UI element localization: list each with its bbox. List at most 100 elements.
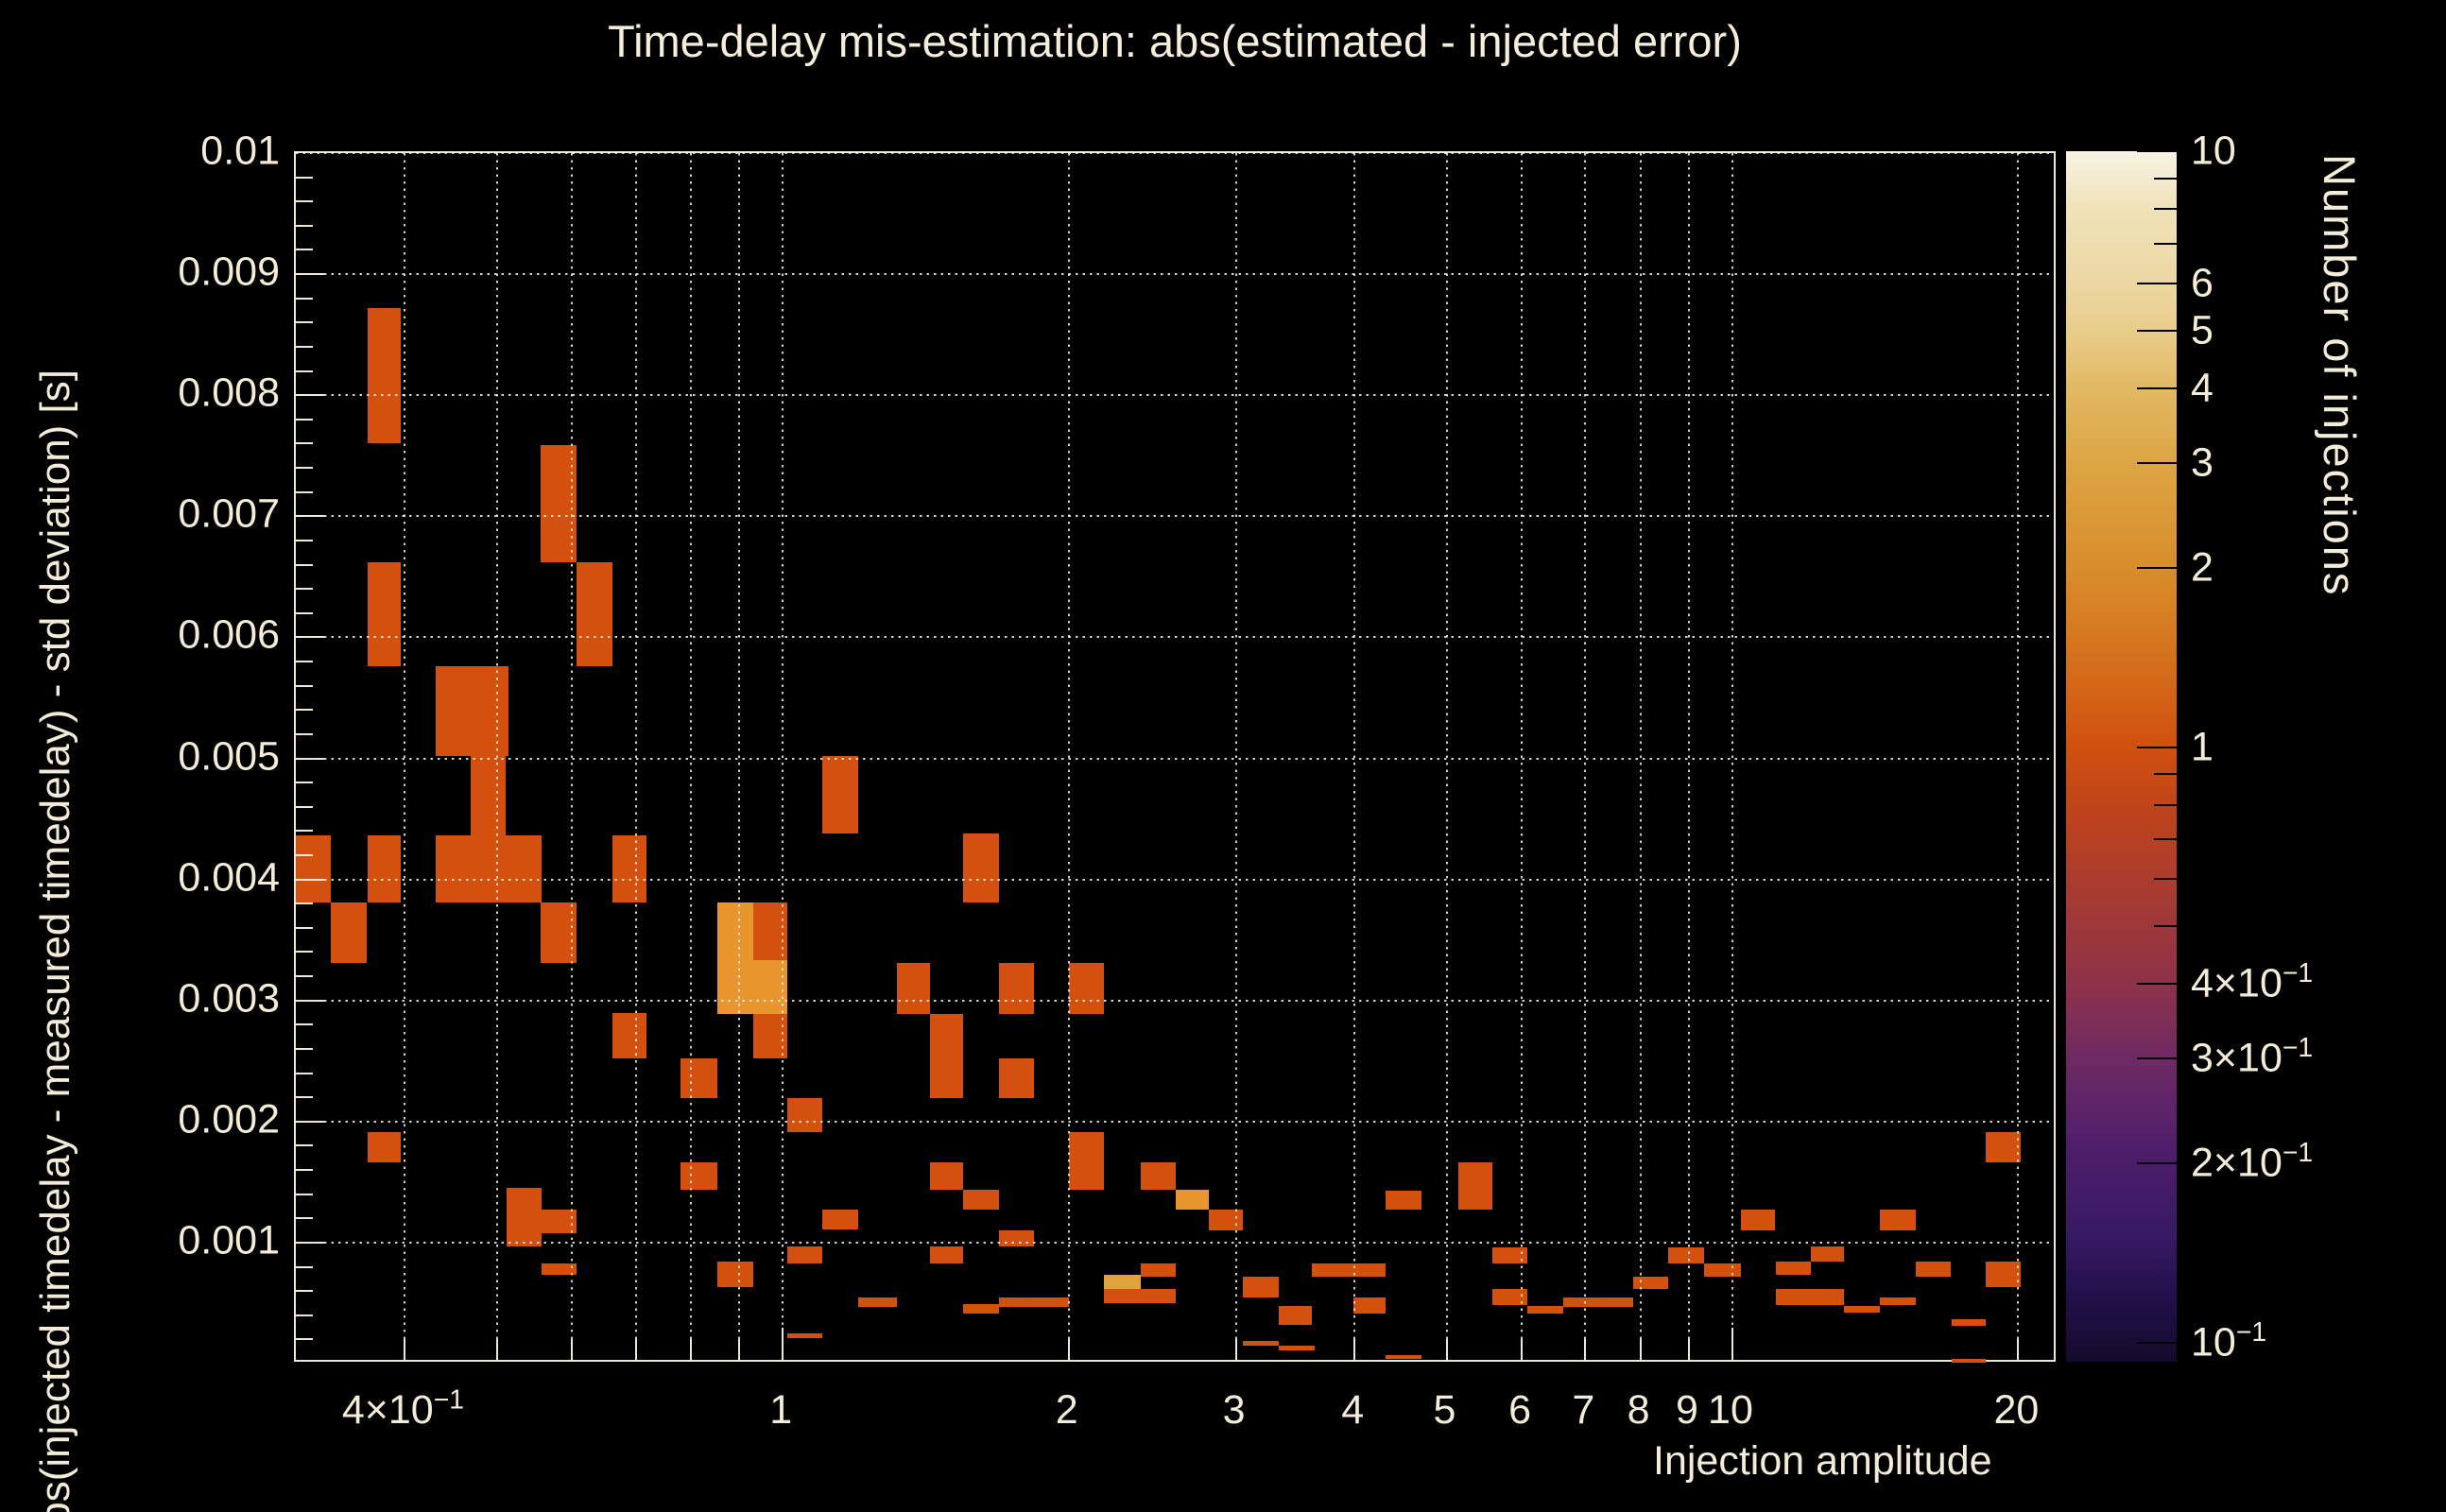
x-tick-label: 4×10−1	[341, 1384, 465, 1433]
heatmap-cell	[716, 902, 754, 1014]
heatmap-cell	[1140, 1162, 1176, 1190]
y-tick	[296, 830, 313, 833]
heatmap-cell	[612, 1012, 647, 1059]
heatmap-cell	[367, 307, 402, 444]
heatmap-cell	[930, 1246, 964, 1263]
y-tick	[296, 1241, 324, 1244]
heatmap-cell	[1704, 1263, 1741, 1277]
heatmap-cell	[1916, 1262, 1952, 1277]
y-tick	[296, 1072, 313, 1074]
y-tick	[296, 782, 313, 784]
y-gridline	[296, 878, 2054, 881]
x-tick-label: 6	[1508, 1387, 1532, 1433]
heatmap-cell	[1140, 1263, 1176, 1277]
x-tick	[782, 1328, 784, 1360]
y-gridline	[296, 999, 2054, 1002]
y-tick	[296, 684, 313, 687]
heatmap-cell	[470, 755, 507, 836]
colorbar-tick-label: 3×10−1	[2191, 1033, 2314, 1081]
heatmap-cell	[999, 1230, 1035, 1246]
exponent: −1	[2235, 1317, 2267, 1349]
heatmap-cell	[367, 1132, 402, 1163]
heatmap-cell	[930, 1013, 964, 1099]
heatmap-cell	[330, 902, 368, 963]
colorbar-tick	[2137, 329, 2177, 332]
y-gridline	[296, 273, 2054, 276]
y-tick	[296, 467, 313, 470]
x-tick	[1067, 1339, 1070, 1360]
chart-title: Time-delay mis-estimation: abs(estimated…	[608, 16, 1742, 66]
colorbar-tick	[2154, 803, 2177, 806]
y-tick-label: 0.01	[200, 128, 280, 174]
colorbar-tick	[2137, 387, 2177, 389]
heatmap-cell	[1385, 1355, 1422, 1359]
y-tick	[296, 975, 313, 978]
heatmap-cell	[963, 833, 1000, 902]
y-gridline	[296, 1120, 2054, 1123]
y-tick-label: 0.004	[178, 854, 280, 901]
y-tick	[296, 273, 324, 276]
y-tick	[296, 297, 313, 300]
y-tick	[296, 224, 313, 227]
heatmap-cell	[999, 1058, 1035, 1099]
heatmap-cell	[541, 444, 577, 562]
colorbar-tick-label: 10−1	[2191, 1317, 2267, 1366]
colorbar-tick-label: 2	[2191, 544, 2213, 591]
heatmap-cell	[1242, 1276, 1280, 1297]
exponent: −1	[2282, 1138, 2314, 1169]
x-tick	[1521, 1339, 1524, 1360]
heatmap-cell	[1775, 1288, 1844, 1306]
x-tick-label: 7	[1572, 1387, 1595, 1433]
heatmap-cell	[1104, 1275, 1141, 1289]
heatmap-cell	[1385, 1190, 1422, 1211]
y-tick	[296, 515, 324, 518]
y-tick	[296, 1290, 313, 1293]
colorbar-tick-label: 3	[2191, 439, 2213, 486]
x-tick-label: 2	[1055, 1387, 1078, 1433]
x-tick	[1445, 1339, 1448, 1360]
x-tick	[2017, 1339, 2020, 1360]
heatmap-cell	[1668, 1247, 1705, 1263]
y-tick	[296, 1047, 313, 1050]
y-gridline	[296, 515, 2054, 518]
y-tick	[296, 563, 313, 566]
x-gridline	[1445, 153, 1448, 1360]
x-tick	[738, 1339, 741, 1360]
heatmap-cell	[1492, 1247, 1527, 1263]
x-tick	[634, 1339, 637, 1360]
x-gridline	[1234, 153, 1237, 1360]
heatmap-cell	[1880, 1297, 1916, 1306]
x-tick	[1639, 1339, 1642, 1360]
y-tick-label: 0.005	[178, 733, 280, 779]
heatmap-cell	[1951, 1318, 1987, 1327]
colorbar-title: Number of injections	[2315, 154, 2365, 597]
heatmap-cell	[1209, 1210, 1243, 1231]
y-tick	[296, 539, 313, 541]
heatmap-cell	[296, 835, 331, 902]
y-tick	[296, 999, 324, 1002]
y-tick	[296, 902, 313, 905]
colorbar-tick-label: 4×10−1	[2191, 958, 2314, 1006]
y-tick	[296, 757, 324, 760]
y-gridline	[296, 1241, 2054, 1244]
x-gridline	[782, 153, 784, 1360]
heatmap-cell	[786, 1246, 822, 1263]
x-gridline	[738, 153, 741, 1360]
x-tick	[1584, 1339, 1587, 1360]
y-tick-label: 0.006	[178, 611, 280, 658]
heatmap-cell	[367, 561, 402, 667]
colorbar-tick	[2137, 746, 2177, 748]
heatmap-cell	[1740, 1210, 1776, 1231]
y-tick	[296, 611, 313, 614]
heatmap-cell	[541, 1210, 577, 1233]
plot-area	[294, 151, 2056, 1363]
heatmap-cell	[436, 835, 542, 902]
y-tick-label: 0.002	[178, 1096, 280, 1143]
x-tick-label: 1	[769, 1387, 793, 1433]
heatmap-cell	[930, 1162, 964, 1190]
x-gridline	[634, 153, 637, 1360]
colorbar-tick-label: 5	[2191, 307, 2213, 353]
colorbar-tick	[2137, 1057, 2177, 1060]
y-tick	[296, 394, 324, 397]
